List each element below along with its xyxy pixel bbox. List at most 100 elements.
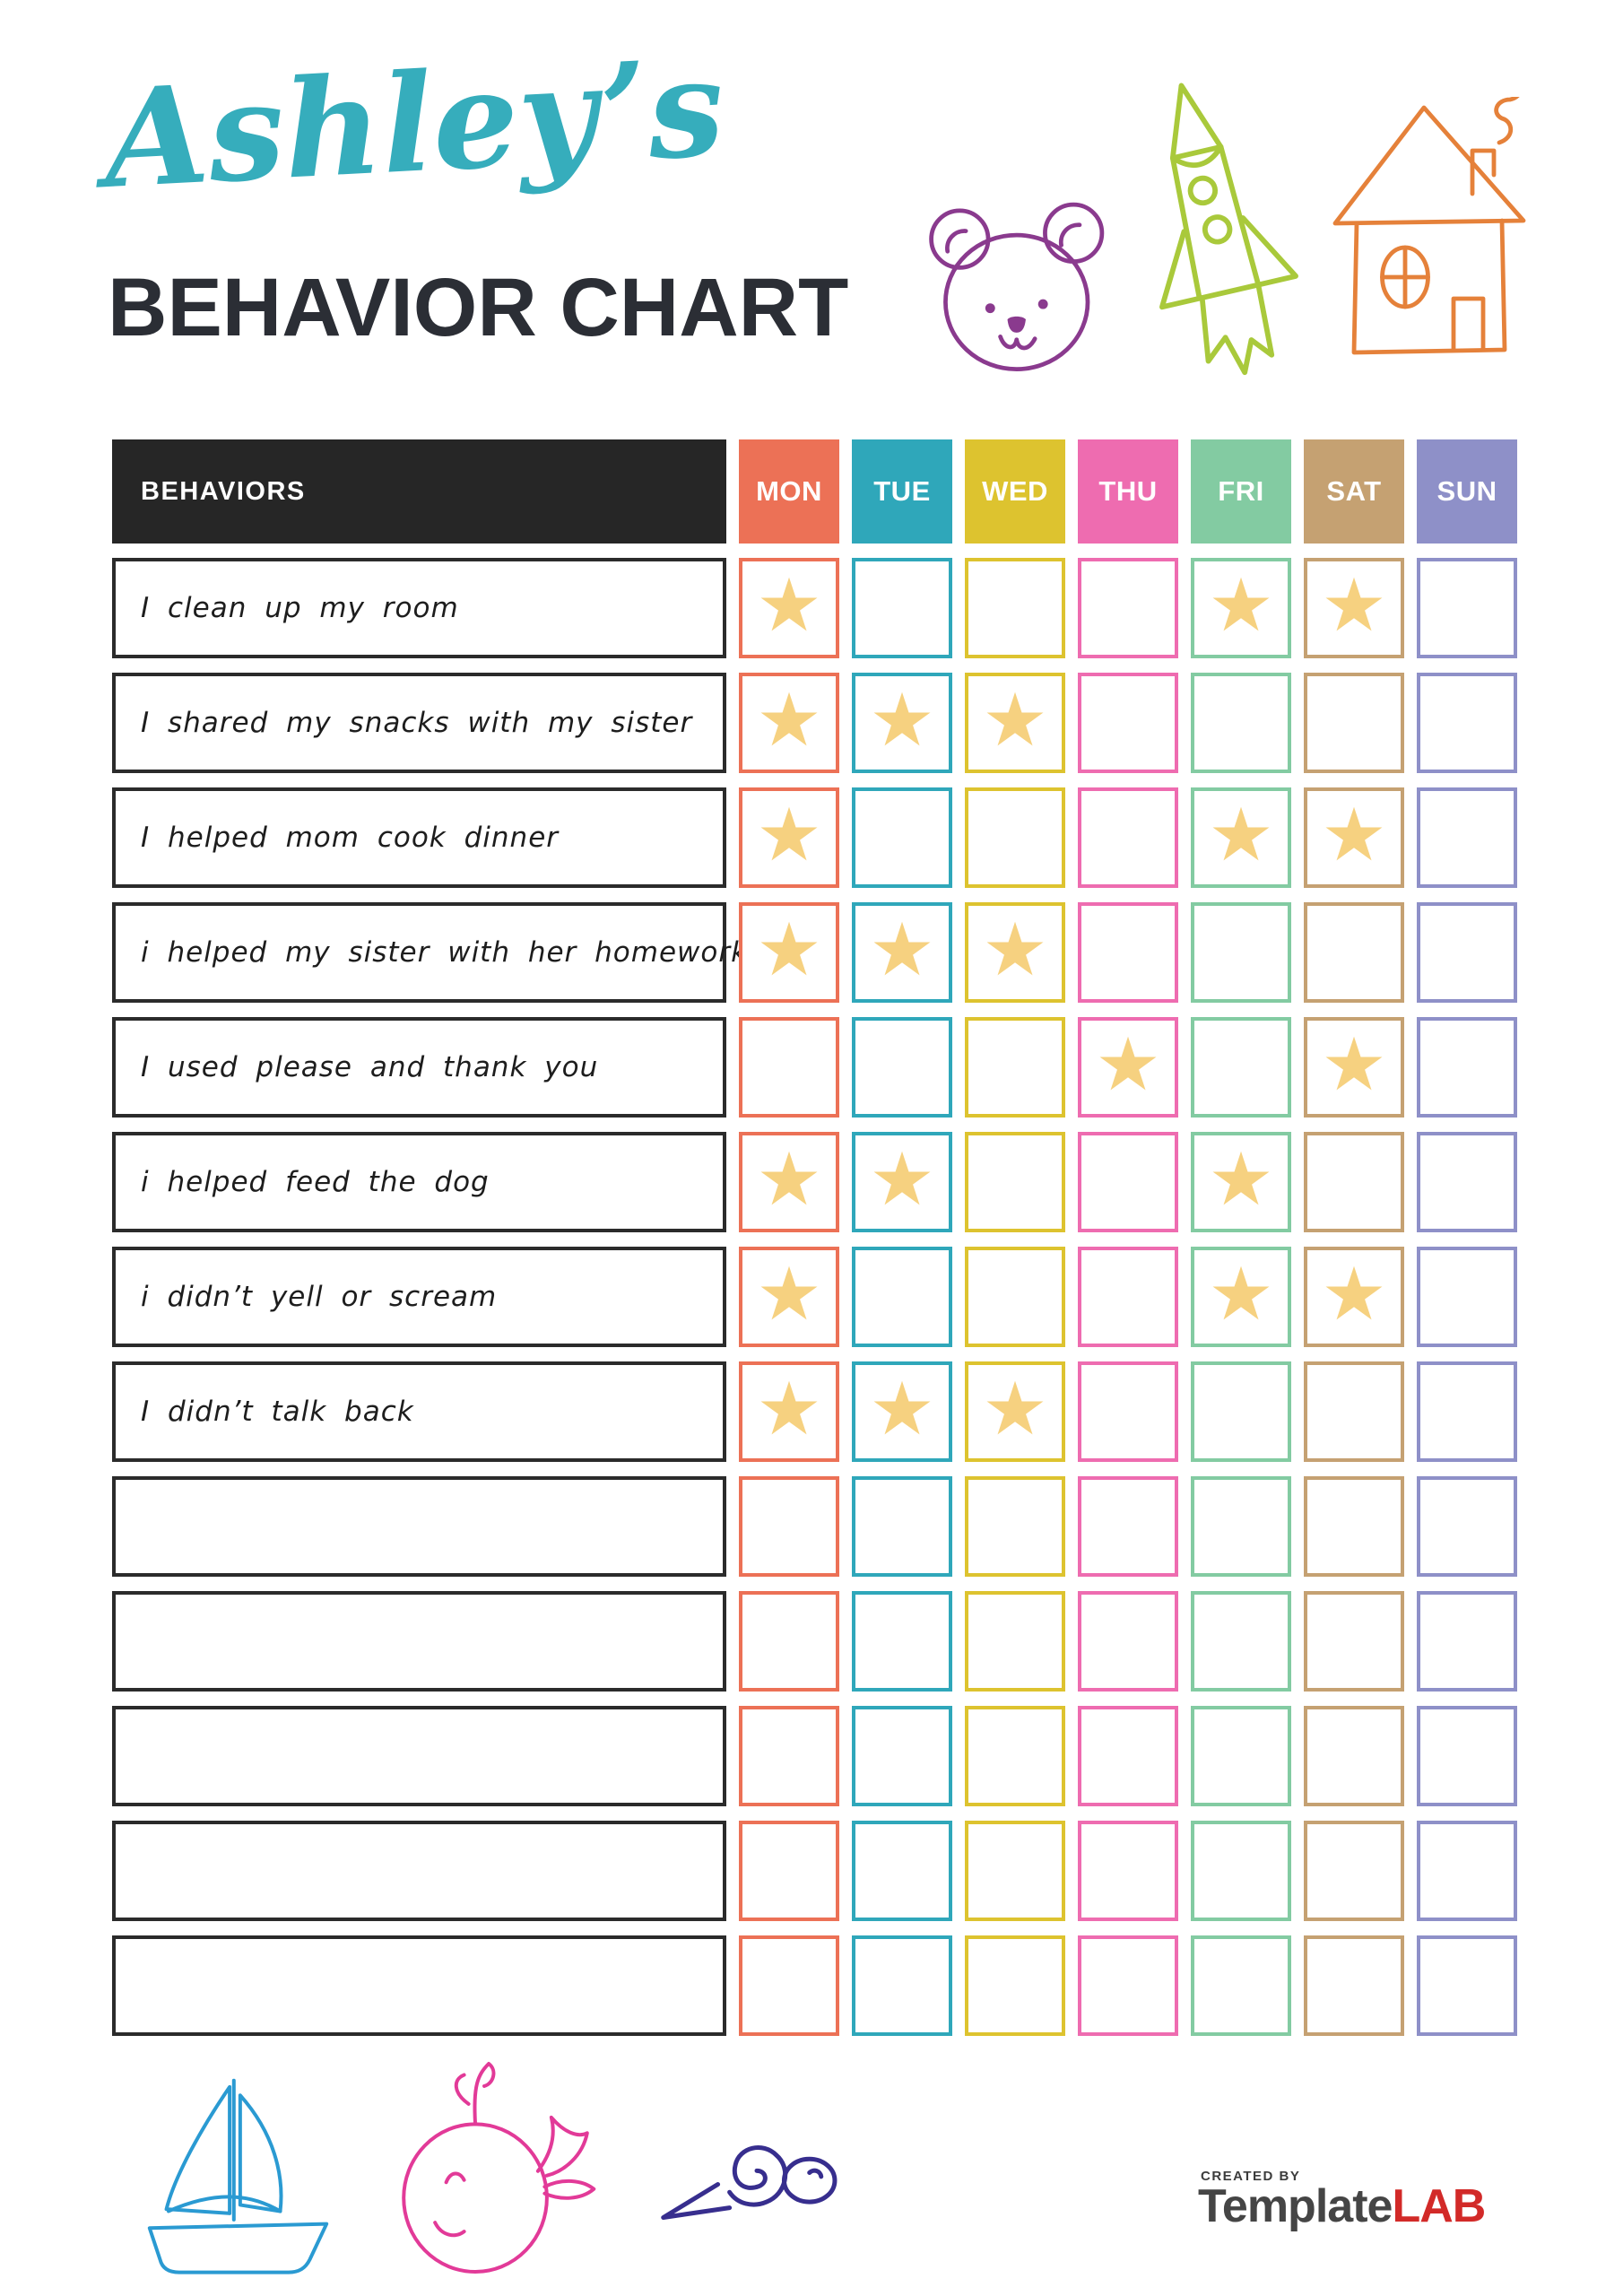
cell-sun-row2[interactable]	[1417, 673, 1517, 773]
cell-sun-row1[interactable]	[1417, 558, 1517, 658]
behavior-label-row6[interactable]: i helped feed the dog	[112, 1132, 726, 1232]
cell-sun-row4[interactable]	[1417, 902, 1517, 1003]
cell-thu-row1[interactable]	[1078, 558, 1178, 658]
cell-thu-row5[interactable]: ★	[1078, 1017, 1178, 1118]
cell-mon-row12[interactable]	[739, 1821, 839, 1921]
behavior-label-row13[interactable]	[112, 1935, 726, 2036]
cell-fri-row9[interactable]	[1191, 1476, 1291, 1577]
cell-sat-row4[interactable]	[1304, 902, 1404, 1003]
cell-wed-row12[interactable]	[965, 1821, 1065, 1921]
cell-thu-row13[interactable]	[1078, 1935, 1178, 2036]
cell-wed-row5[interactable]	[965, 1017, 1065, 1118]
cell-sun-row8[interactable]	[1417, 1361, 1517, 1462]
cell-mon-row13[interactable]	[739, 1935, 839, 2036]
cell-wed-row1[interactable]	[965, 558, 1065, 658]
cell-mon-row7[interactable]: ★	[739, 1247, 839, 1347]
behavior-label-row1[interactable]: I clean up my room	[112, 558, 726, 658]
cell-fri-row12[interactable]	[1191, 1821, 1291, 1921]
cell-tue-row1[interactable]	[852, 558, 952, 658]
behavior-label-row3[interactable]: I helped mom cook dinner	[112, 787, 726, 888]
cell-wed-row10[interactable]	[965, 1591, 1065, 1692]
cell-wed-row11[interactable]	[965, 1706, 1065, 1806]
cell-sat-row7[interactable]: ★	[1304, 1247, 1404, 1347]
cell-fri-row4[interactable]	[1191, 902, 1291, 1003]
cell-fri-row6[interactable]: ★	[1191, 1132, 1291, 1232]
cell-tue-row12[interactable]	[852, 1821, 952, 1921]
cell-sat-row12[interactable]	[1304, 1821, 1404, 1921]
cell-tue-row13[interactable]	[852, 1935, 952, 2036]
cell-sun-row12[interactable]	[1417, 1821, 1517, 1921]
cell-thu-row2[interactable]	[1078, 673, 1178, 773]
cell-thu-row9[interactable]	[1078, 1476, 1178, 1577]
cell-wed-row8[interactable]: ★	[965, 1361, 1065, 1462]
cell-tue-row6[interactable]: ★	[852, 1132, 952, 1232]
cell-thu-row12[interactable]	[1078, 1821, 1178, 1921]
cell-tue-row9[interactable]	[852, 1476, 952, 1577]
cell-thu-row6[interactable]	[1078, 1132, 1178, 1232]
cell-sat-row11[interactable]	[1304, 1706, 1404, 1806]
cell-mon-row3[interactable]: ★	[739, 787, 839, 888]
behavior-label-row8[interactable]: I didn’t talk back	[112, 1361, 726, 1462]
cell-wed-row2[interactable]: ★	[965, 673, 1065, 773]
cell-tue-row10[interactable]	[852, 1591, 952, 1692]
cell-sat-row2[interactable]	[1304, 673, 1404, 773]
cell-sun-row5[interactable]	[1417, 1017, 1517, 1118]
cell-sun-row9[interactable]	[1417, 1476, 1517, 1577]
cell-mon-row8[interactable]: ★	[739, 1361, 839, 1462]
cell-fri-row7[interactable]: ★	[1191, 1247, 1291, 1347]
cell-sat-row1[interactable]: ★	[1304, 558, 1404, 658]
cell-mon-row9[interactable]	[739, 1476, 839, 1577]
cell-fri-row1[interactable]: ★	[1191, 558, 1291, 658]
cell-sun-row6[interactable]	[1417, 1132, 1517, 1232]
behavior-label-row9[interactable]	[112, 1476, 726, 1577]
behavior-label-row11[interactable]	[112, 1706, 726, 1806]
cell-thu-row10[interactable]	[1078, 1591, 1178, 1692]
cell-fri-row11[interactable]	[1191, 1706, 1291, 1806]
cell-sun-row7[interactable]	[1417, 1247, 1517, 1347]
cell-thu-row8[interactable]	[1078, 1361, 1178, 1462]
cell-fri-row2[interactable]	[1191, 673, 1291, 773]
behavior-label-row4[interactable]: i helped my sister with her homework	[112, 902, 747, 1003]
cell-tue-row11[interactable]	[852, 1706, 952, 1806]
behavior-label-row7[interactable]: i didn’t yell or scream	[112, 1247, 726, 1347]
cell-thu-row4[interactable]	[1078, 902, 1178, 1003]
cell-tue-row7[interactable]	[852, 1247, 952, 1347]
cell-mon-row11[interactable]	[739, 1706, 839, 1806]
cell-sat-row6[interactable]	[1304, 1132, 1404, 1232]
cell-wed-row6[interactable]	[965, 1132, 1065, 1232]
behavior-label-row2[interactable]: I shared my snacks with my sister	[112, 673, 726, 773]
behavior-label-row10[interactable]	[112, 1591, 726, 1692]
cell-tue-row8[interactable]: ★	[852, 1361, 952, 1462]
cell-mon-row1[interactable]: ★	[739, 558, 839, 658]
cell-mon-row5[interactable]	[739, 1017, 839, 1118]
cell-sun-row11[interactable]	[1417, 1706, 1517, 1806]
cell-thu-row11[interactable]	[1078, 1706, 1178, 1806]
cell-sun-row10[interactable]	[1417, 1591, 1517, 1692]
behavior-label-row12[interactable]	[112, 1821, 726, 1921]
cell-tue-row5[interactable]	[852, 1017, 952, 1118]
cell-thu-row7[interactable]	[1078, 1247, 1178, 1347]
cell-thu-row3[interactable]	[1078, 787, 1178, 888]
cell-sun-row3[interactable]	[1417, 787, 1517, 888]
behavior-label-row5[interactable]: I used please and thank you	[112, 1017, 726, 1118]
cell-mon-row6[interactable]: ★	[739, 1132, 839, 1232]
cell-sat-row13[interactable]	[1304, 1935, 1404, 2036]
cell-sat-row10[interactable]	[1304, 1591, 1404, 1692]
cell-mon-row4[interactable]: ★	[739, 902, 839, 1003]
cell-wed-row13[interactable]	[965, 1935, 1065, 2036]
cell-wed-row7[interactable]	[965, 1247, 1065, 1347]
cell-wed-row4[interactable]: ★	[965, 902, 1065, 1003]
cell-fri-row5[interactable]	[1191, 1017, 1291, 1118]
cell-tue-row4[interactable]: ★	[852, 902, 952, 1003]
cell-sat-row9[interactable]	[1304, 1476, 1404, 1577]
cell-tue-row2[interactable]: ★	[852, 673, 952, 773]
cell-fri-row8[interactable]	[1191, 1361, 1291, 1462]
cell-fri-row10[interactable]	[1191, 1591, 1291, 1692]
cell-sat-row8[interactable]	[1304, 1361, 1404, 1462]
cell-fri-row13[interactable]	[1191, 1935, 1291, 2036]
cell-sat-row5[interactable]: ★	[1304, 1017, 1404, 1118]
cell-tue-row3[interactable]	[852, 787, 952, 888]
cell-wed-row3[interactable]	[965, 787, 1065, 888]
cell-wed-row9[interactable]	[965, 1476, 1065, 1577]
cell-fri-row3[interactable]: ★	[1191, 787, 1291, 888]
